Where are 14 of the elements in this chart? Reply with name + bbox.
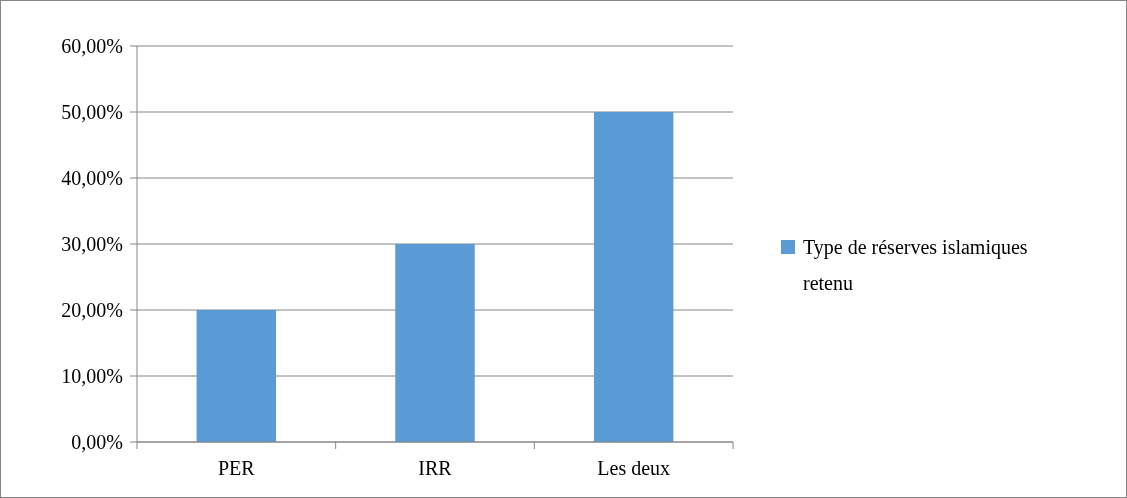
y-tick-label: 60,00% — [61, 35, 123, 57]
legend-label: Type de réserves islamiques retenu — [803, 236, 1028, 294]
y-tick-label: 40,00% — [61, 167, 123, 189]
y-tick-label: 10,00% — [61, 365, 123, 387]
x-tick-label: Les deux — [597, 457, 671, 479]
y-tick-label: 20,00% — [61, 299, 123, 321]
bar — [395, 244, 475, 442]
bar — [196, 310, 277, 442]
y-tick-label: 30,00% — [61, 233, 123, 255]
y-tick-label: 0,00% — [71, 431, 123, 453]
bar — [593, 112, 674, 442]
x-tick-label: IRR — [418, 457, 453, 479]
y-tick-label: 50,00% — [61, 101, 123, 123]
x-tick-label: PER — [217, 457, 256, 479]
